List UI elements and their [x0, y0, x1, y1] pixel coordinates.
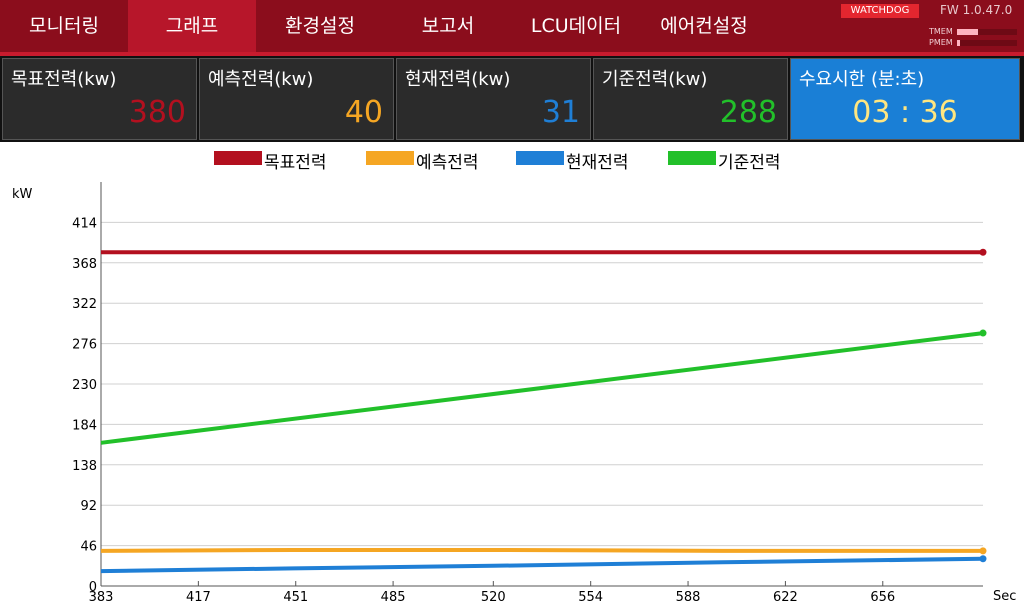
y-tick-label: 92	[80, 499, 97, 514]
x-tick-label: 554	[578, 590, 603, 605]
series-line-1	[100, 548, 983, 553]
current-power-box: 현재전력(kw) 31	[396, 58, 591, 140]
y-tick-label: 276	[72, 338, 97, 353]
y-tick-label: 0	[89, 580, 97, 595]
x-tick-label: 622	[773, 590, 798, 605]
series-endpoint-0	[979, 248, 987, 256]
y-tick-label: 230	[72, 378, 97, 393]
tmem-bar-fill	[957, 29, 978, 35]
target-power-label: 목표전력(kw)	[11, 69, 117, 90]
x-tick-label: 588	[676, 590, 701, 605]
demand-time-label: 수요시한 (분:초)	[799, 69, 925, 90]
tab-report[interactable]: 보고서	[421, 15, 475, 37]
x-tick-label: 451	[283, 590, 308, 605]
series-endpoint-3	[979, 329, 987, 337]
predicted-power-value: 40	[344, 95, 383, 130]
tmem-label: TMEM	[929, 27, 953, 36]
legend-swatch-base	[668, 151, 716, 165]
pmem-bar-fill	[957, 40, 960, 46]
tab-monitoring[interactable]: 모니터링	[29, 15, 99, 37]
base-power-label: 기준전력(kw)	[602, 69, 708, 90]
y-tick-label: 414	[72, 216, 97, 231]
y-tick-label: 46	[80, 540, 97, 555]
y-tick-label: 184	[72, 418, 97, 433]
pmem-bar	[957, 40, 1017, 46]
predicted-power-box: 예측전력(kw) 40	[199, 58, 394, 140]
y-tick-label: 322	[72, 297, 97, 312]
tab-graph[interactable]: 그래프	[128, 0, 256, 52]
series-endpoint-2	[979, 555, 987, 563]
x-tick-label: 417	[186, 590, 211, 605]
series-line-3	[100, 331, 984, 445]
legend-label-current: 현재전력	[566, 153, 629, 173]
y-tick-label: 368	[72, 257, 97, 272]
tab-settings[interactable]: 환경설정	[285, 15, 355, 37]
x-tick-label: 383	[89, 590, 114, 605]
legend-label-target: 목표전력	[264, 153, 327, 173]
nav-divider	[0, 52, 1024, 56]
x-tick-label: 656	[870, 590, 895, 605]
tab-aircon-settings[interactable]: 에어컨설정	[660, 15, 748, 37]
demand-time-box: 수요시한 (분:초) 03 : 36	[790, 58, 1020, 140]
x-axis-label: Sec	[993, 589, 1016, 604]
y-axis-label: kW	[12, 187, 33, 202]
current-power-value: 31	[541, 95, 580, 130]
target-power-value: 380	[128, 95, 186, 130]
current-power-label: 현재전력(kw)	[405, 69, 511, 90]
base-power-value: 288	[719, 95, 777, 130]
legend-swatch-predicted	[366, 151, 414, 165]
demand-time-value: 03 : 36	[852, 95, 958, 130]
tmem-bar	[957, 29, 1017, 35]
legend-swatch-target	[214, 151, 262, 165]
target-power-box: 목표전력(kw) 380	[2, 58, 197, 140]
x-tick-label: 485	[381, 590, 406, 605]
legend-label-predicted: 예측전력	[416, 153, 479, 173]
firmware-version: FW 1.0.47.0	[940, 3, 1013, 17]
legend-label-base: 기준전력	[718, 153, 781, 173]
series-endpoint-1	[979, 547, 987, 555]
pmem-label: PMEM	[929, 38, 953, 47]
predicted-power-label: 예측전력(kw)	[208, 69, 314, 90]
legend-swatch-current	[516, 151, 564, 165]
x-tick-label: 520	[481, 590, 506, 605]
series-line-2	[100, 556, 984, 574]
base-power-box: 기준전력(kw) 288	[593, 58, 788, 140]
y-tick-label: 138	[72, 459, 97, 474]
tab-lcu-data[interactable]: LCU데이터	[530, 15, 622, 37]
watchdog-badge: WATCHDOG	[841, 4, 919, 18]
